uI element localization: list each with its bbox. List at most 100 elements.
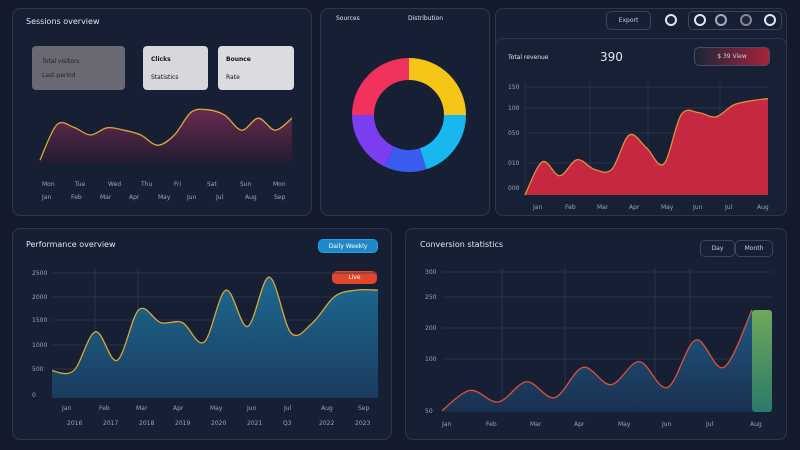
x-tick-label: Jun xyxy=(693,204,703,211)
x-tick-label: Aug xyxy=(321,405,333,412)
donut-slice xyxy=(384,146,427,172)
power-icon[interactable] xyxy=(764,14,776,26)
settings-icon[interactable] xyxy=(665,14,677,26)
performance-title: Performance overview xyxy=(26,240,116,249)
x-tick-label: Sep xyxy=(358,405,370,412)
x-tick-label: Jun xyxy=(247,405,257,412)
x-tick-label: Jan xyxy=(42,194,52,201)
x-tick-label: Q3 xyxy=(283,420,292,427)
x-tick-label: May xyxy=(661,204,674,211)
x-tick-label: Jan xyxy=(533,204,543,211)
y-tick-label: 050 xyxy=(508,130,520,137)
x-tick-label: 2020 xyxy=(211,420,227,427)
conversion-line xyxy=(441,309,753,412)
y-tick-label: 0 xyxy=(32,392,36,399)
revenue-area xyxy=(525,98,768,195)
x-tick-label: Jan xyxy=(62,405,72,412)
x-tick-label: Mon xyxy=(42,181,55,188)
x-tick-label: Mar xyxy=(530,421,542,428)
x-tick-label: Jun xyxy=(187,194,197,201)
donut-slice xyxy=(419,114,466,170)
y-tick-label: 1500 xyxy=(32,317,48,324)
donut-slice xyxy=(408,58,466,116)
y-tick-label: 100 xyxy=(508,105,520,112)
x-tick-label: Feb xyxy=(565,204,576,211)
y-tick-label: 000 xyxy=(508,185,520,192)
x-tick-label: Thu xyxy=(141,181,153,188)
y-tick-label: 100 xyxy=(425,356,437,363)
x-tick-label: Jul xyxy=(216,194,224,201)
y-tick-label: 2000 xyxy=(32,294,48,301)
x-tick-label: 2021 xyxy=(247,420,263,427)
x-tick-label: Apr xyxy=(129,194,140,201)
x-tick-label: Apr xyxy=(574,421,585,428)
x-tick-label: Feb xyxy=(99,405,110,412)
x-tick-label: Mon xyxy=(273,181,286,188)
x-tick-label: Jul xyxy=(725,204,733,211)
sessions-area xyxy=(40,109,292,165)
x-tick-label: 2018 xyxy=(139,420,155,427)
x-tick-label: Jul xyxy=(706,421,714,428)
stat-card-2[interactable]: Clicks Statistics xyxy=(143,46,208,90)
x-tick-label: May xyxy=(158,194,171,201)
x-tick-label: 2016 xyxy=(67,420,83,427)
y-tick-label: 150 xyxy=(508,84,520,91)
bell-icon[interactable] xyxy=(715,14,727,26)
x-tick-label: Aug xyxy=(245,194,257,201)
performance-area xyxy=(52,277,378,398)
x-tick-label: 2023 xyxy=(355,420,371,427)
y-tick-label: 500 xyxy=(32,366,44,373)
user-icon[interactable] xyxy=(694,14,706,26)
x-tick-label: Jul xyxy=(284,405,292,412)
y-tick-label: 300 xyxy=(425,269,437,276)
x-tick-label: Aug xyxy=(750,421,762,428)
x-tick-label: Mar xyxy=(597,204,609,211)
x-tick-label: Jan xyxy=(442,421,452,428)
donut-slice xyxy=(352,58,410,116)
conversion-title: Conversion statistics xyxy=(420,240,504,249)
x-tick-label: 2019 xyxy=(175,420,191,427)
x-tick-label: 2017 xyxy=(103,420,119,427)
y-tick-label: 50 xyxy=(425,408,433,415)
period-toggle-button[interactable]: Daily Weekly xyxy=(318,239,378,253)
y-tick-label: 2500 xyxy=(32,270,48,277)
x-tick-label: May xyxy=(618,421,631,428)
y-tick-label: 200 xyxy=(425,325,437,332)
x-tick-label: Sat xyxy=(207,181,217,188)
day-button[interactable]: Day xyxy=(700,240,735,257)
revenue-title: Total revenue xyxy=(508,54,549,61)
performance-line xyxy=(51,276,379,375)
revenue-view-button[interactable]: $ 39 View xyxy=(694,47,770,66)
stat-card-1[interactable]: Total visitors Last period xyxy=(32,46,125,90)
x-tick-label: Wed xyxy=(108,181,122,188)
live-badge: Live xyxy=(332,271,377,284)
x-tick-label: Sep xyxy=(274,194,286,201)
export-button[interactable]: Export xyxy=(606,11,651,30)
highlight-bar xyxy=(752,310,772,412)
x-tick-label: Feb xyxy=(71,194,82,201)
x-tick-label: Apr xyxy=(629,204,640,211)
x-tick-label: Mar xyxy=(100,194,112,201)
x-tick-label: Feb xyxy=(486,421,497,428)
sessions-line xyxy=(39,108,293,161)
icon-group xyxy=(688,11,782,30)
revenue-value: 390 xyxy=(600,50,623,64)
conversion-area xyxy=(442,309,752,412)
x-tick-label: Aug xyxy=(757,204,769,211)
y-tick-label: 250 xyxy=(425,294,437,301)
sessions-panel xyxy=(12,8,312,216)
y-tick-label: 010 xyxy=(508,160,520,167)
x-tick-label: Sun xyxy=(240,181,252,188)
x-tick-label: Apr xyxy=(173,405,184,412)
x-tick-label: Tue xyxy=(75,181,86,188)
month-button[interactable]: Month xyxy=(735,240,773,257)
sessions-title: Sessions overview xyxy=(26,17,100,26)
y-tick-label: 1000 xyxy=(32,342,48,349)
stat-card-3[interactable]: Bounce Rate xyxy=(218,46,294,90)
distribution-title: Distribution xyxy=(408,15,444,22)
x-tick-label: Jun xyxy=(662,421,672,428)
grid-icon[interactable] xyxy=(740,14,752,26)
donut-slice xyxy=(352,114,395,167)
x-tick-label: Fri xyxy=(174,181,182,188)
